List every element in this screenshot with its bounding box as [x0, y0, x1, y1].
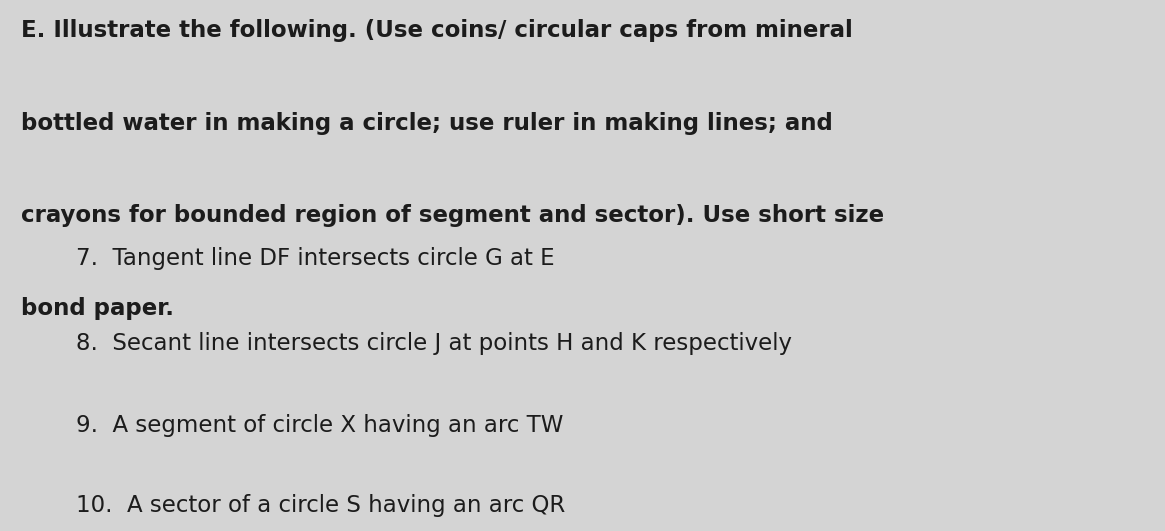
- Text: 8.  Secant line intersects circle J at points H and K respectively: 8. Secant line intersects circle J at po…: [76, 332, 792, 355]
- Text: bond paper.: bond paper.: [21, 297, 174, 320]
- Text: bottled water in making a circle; use ruler in making lines; and: bottled water in making a circle; use ru…: [21, 112, 833, 134]
- Text: E. Illustrate the following. (Use coins/ circular caps from mineral: E. Illustrate the following. (Use coins/…: [21, 19, 853, 41]
- Text: 7.  Tangent line DF intersects circle G at E: 7. Tangent line DF intersects circle G a…: [76, 247, 555, 270]
- Text: 9.  A segment of circle X having an arc TW: 9. A segment of circle X having an arc T…: [76, 414, 563, 437]
- Text: 10.  A sector of a circle S having an arc QR: 10. A sector of a circle S having an arc…: [76, 494, 565, 517]
- Text: crayons for bounded region of segment and sector). Use short size: crayons for bounded region of segment an…: [21, 204, 884, 227]
